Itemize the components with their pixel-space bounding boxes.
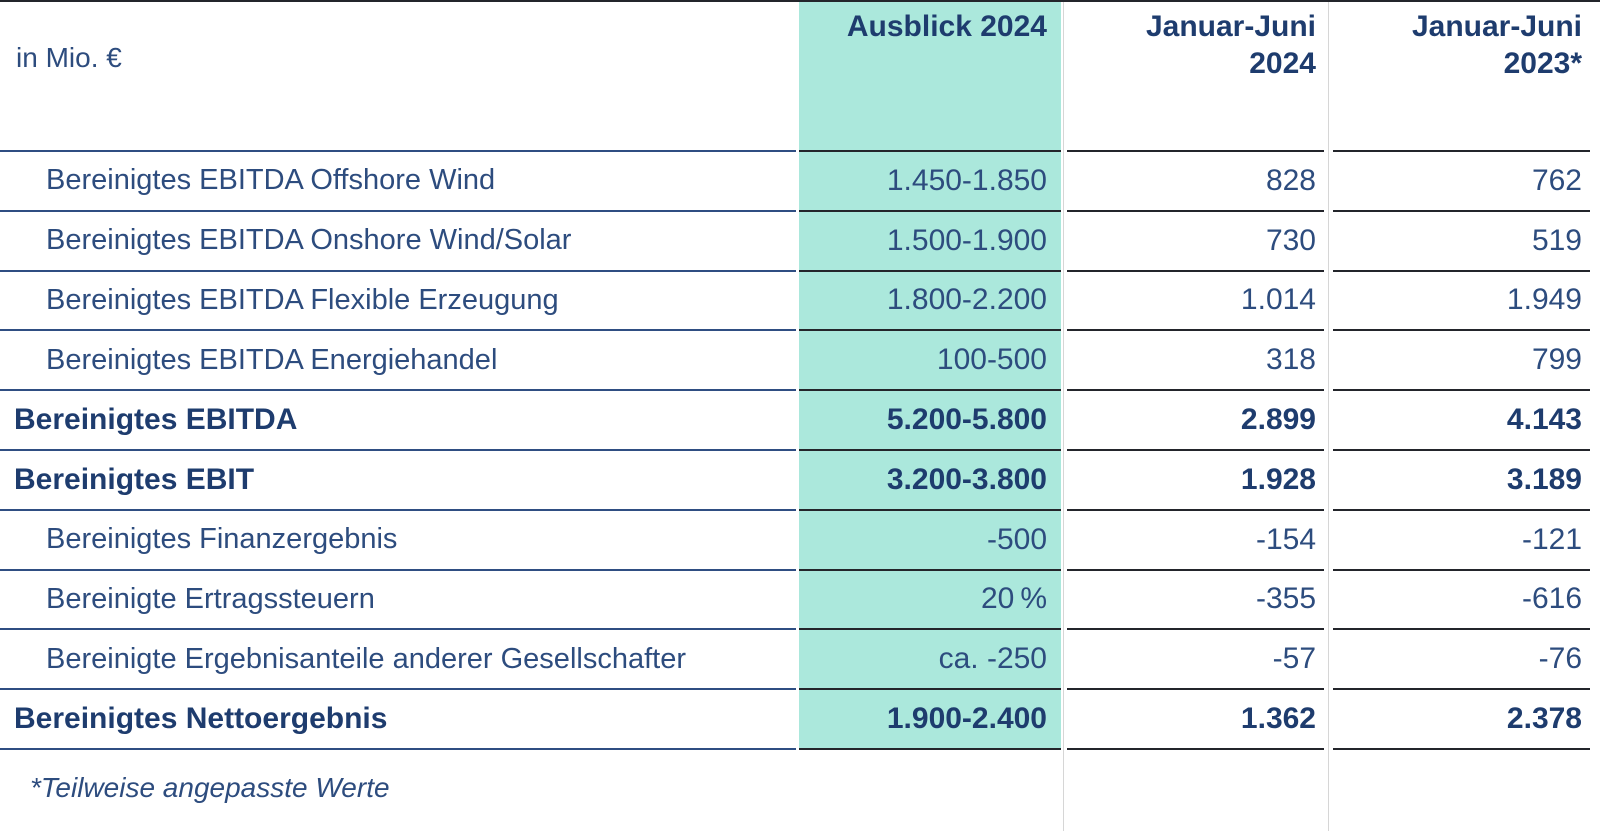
h1-2024-value-cell: -355 [1067, 570, 1324, 631]
column-gap [1324, 2, 1333, 152]
column-gap [1590, 750, 1600, 831]
table-row: Bereinigtes EBITDA Flexible Erzeugung 1.… [0, 271, 1600, 332]
table-row: Bereinigte Ertragssteuern 20 % -355 -616 [0, 570, 1600, 631]
h1-2024-value-cell: 730 [1067, 211, 1324, 272]
outlook-value-cell: 20 % [799, 570, 1061, 631]
h1-2023-value-cell: 3.189 [1333, 450, 1590, 511]
column-gap [1324, 212, 1333, 272]
column-gap [1590, 331, 1600, 391]
row-label: Bereinigtes EBITDA Offshore Wind [0, 152, 796, 212]
column-header-label: Januar-Juni 2023* [1411, 10, 1582, 80]
h1-2023-value-cell: -616 [1333, 570, 1590, 631]
column-gap [1590, 630, 1600, 690]
column-gap [1590, 272, 1600, 332]
h1-2024-value-cell: 828 [1067, 152, 1324, 212]
row-label: Bereinigtes EBITDA Flexible Erzeugung [0, 271, 796, 332]
row-label: Bereinigtes EBITDA Onshore Wind/Solar [0, 211, 796, 272]
column-divider-line [1063, 2, 1064, 831]
table-row: Bereinigtes EBITDA Onshore Wind/Solar 1.… [0, 211, 1600, 272]
footer-spacer-cell [1067, 750, 1324, 831]
table-row: Bereinigtes EBIT 3.200-3.800 1.928 3.189 [0, 450, 1600, 511]
column-gap [1590, 2, 1600, 152]
column-header-label: Ausblick 2024 [846, 10, 1047, 43]
column-gap [1324, 391, 1333, 451]
h1-2024-value-cell: 318 [1067, 331, 1324, 392]
column-divider-line [1328, 2, 1329, 831]
h1-2024-value-cell: -154 [1067, 510, 1324, 571]
h1-2023-value-cell: 762 [1333, 152, 1590, 212]
column-gap [1590, 152, 1600, 212]
row-label: Bereinigtes EBITDA Energiehandel [0, 331, 796, 392]
table-body: Bereinigtes EBITDA Offshore Wind 1.450-1… [0, 152, 1600, 750]
h1-2024-value-cell: 2.899 [1067, 391, 1324, 451]
row-label: Bereinigtes Nettoergebnis [0, 690, 796, 750]
column-gap [1590, 212, 1600, 272]
column-gap [1590, 571, 1600, 631]
column-header-januar-juni-2023: Januar-Juni 2023* [1333, 2, 1590, 152]
column-gap [1590, 391, 1600, 451]
outlook-value-cell: 1.800-2.200 [799, 271, 1061, 332]
h1-2023-value-cell: 1.949 [1333, 271, 1590, 332]
column-header-outlook-2024: Ausblick 2024 [799, 2, 1061, 152]
footer-spacer-cell [1333, 750, 1590, 831]
row-label: Bereinigte Ergebnisanteile anderer Gesel… [0, 630, 796, 691]
h1-2024-value-cell: 1.362 [1067, 690, 1324, 750]
table-header-row: in Mio. € Ausblick 2024 Januar-Juni 2024… [0, 2, 1600, 152]
h1-2023-value-cell: 519 [1333, 211, 1590, 272]
footer-spacer-cell [799, 750, 1061, 831]
column-gap [1324, 272, 1333, 332]
h1-2023-value-cell: 799 [1333, 331, 1590, 392]
h1-2023-value-cell: -121 [1333, 510, 1590, 571]
outlook-value-cell: 1.450-1.850 [799, 152, 1061, 212]
h1-2024-value-cell: 1.014 [1067, 271, 1324, 332]
table-row: Bereinigtes EBITDA Energiehandel 100-500… [0, 331, 1600, 392]
row-label: Bereinigte Ertragssteuern [0, 570, 796, 631]
outlook-value-cell: 3.200-3.800 [799, 450, 1061, 511]
row-label: Bereinigtes EBITDA [0, 391, 796, 451]
column-gap [1324, 331, 1333, 391]
table-row: Bereinigtes EBITDA Offshore Wind 1.450-1… [0, 152, 1600, 212]
footnote: *Teilweise angepasste Werte [30, 771, 390, 803]
h1-2023-value-cell: -76 [1333, 630, 1590, 691]
outlook-value-cell: 5.200-5.800 [799, 391, 1061, 451]
table-footer-row: *Teilweise angepasste Werte [0, 750, 1600, 831]
outlook-value-cell: 1.500-1.900 [799, 211, 1061, 272]
column-gap [1324, 451, 1333, 511]
h1-2023-value-cell: 4.143 [1333, 391, 1590, 451]
outlook-value-cell: -500 [799, 510, 1061, 571]
outlook-value-cell: 100-500 [799, 331, 1061, 392]
table-row: Bereinigtes EBITDA 5.200-5.800 2.899 4.1… [0, 391, 1600, 451]
column-gap [1324, 571, 1333, 631]
h1-2024-value-cell: -57 [1067, 630, 1324, 691]
h1-2024-value-cell: 1.928 [1067, 450, 1324, 511]
outlook-value-cell: ca. -250 [799, 630, 1061, 691]
column-gap [1324, 690, 1333, 750]
table-row: Bereinigtes Finanzergebnis -500 -154 -12… [0, 510, 1600, 571]
column-gap [1590, 451, 1600, 511]
column-gap [1324, 152, 1333, 212]
column-gap [1324, 630, 1333, 690]
column-header-label: Januar-Juni 2024 [1145, 10, 1316, 80]
outlook-value-cell: 1.900-2.400 [799, 690, 1061, 750]
column-gap [1324, 750, 1333, 831]
column-gap [1324, 511, 1333, 571]
table-row: Bereinigte Ergebnisanteile anderer Gesel… [0, 630, 1600, 691]
row-label: Bereinigtes Finanzergebnis [0, 510, 796, 571]
column-gap [1590, 511, 1600, 571]
table-row: Bereinigtes Nettoergebnis 1.900-2.400 1.… [0, 690, 1600, 750]
row-label: Bereinigtes EBIT [0, 450, 796, 511]
column-gap [1590, 690, 1600, 750]
h1-2023-value-cell: 2.378 [1333, 690, 1590, 750]
column-header-januar-juni-2024: Januar-Juni 2024 [1067, 2, 1324, 152]
unit-label: in Mio. € [0, 2, 796, 152]
